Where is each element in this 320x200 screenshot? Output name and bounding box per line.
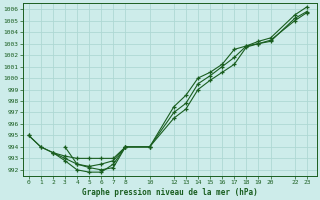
X-axis label: Graphe pression niveau de la mer (hPa): Graphe pression niveau de la mer (hPa) (82, 188, 258, 197)
